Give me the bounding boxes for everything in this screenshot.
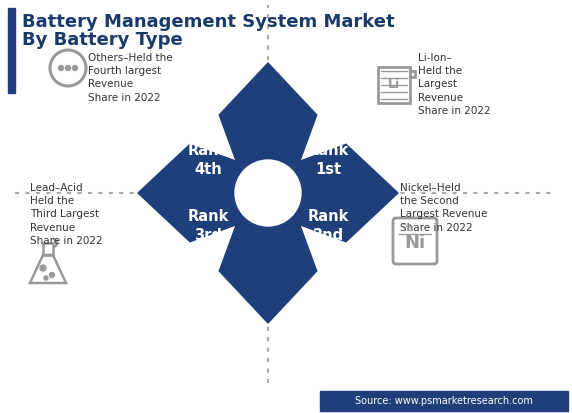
Text: Li: Li — [388, 78, 400, 92]
Circle shape — [58, 66, 63, 71]
Text: Rank
2nd: Rank 2nd — [307, 209, 349, 243]
Circle shape — [66, 66, 70, 71]
Text: Rank
3rd: Rank 3rd — [187, 209, 229, 243]
Text: Li-Ion–
Held the
Largest
Revenue
Share in 2022: Li-Ion– Held the Largest Revenue Share i… — [418, 53, 491, 116]
Circle shape — [235, 160, 301, 226]
Text: Battery Management System Market: Battery Management System Market — [22, 13, 395, 31]
Text: Lead–Acid
Held the
Third Largest
Revenue
Share in 2022: Lead–Acid Held the Third Largest Revenue… — [30, 183, 102, 246]
Circle shape — [50, 273, 54, 278]
Bar — [43, 243, 53, 255]
Circle shape — [44, 276, 48, 280]
Text: Others–Held the
Fourth largest
Revenue
Share in 2022: Others–Held the Fourth largest Revenue S… — [88, 53, 173, 102]
Text: Nickel–Held
the Second
Largest Revenue
Share in 2022: Nickel–Held the Second Largest Revenue S… — [400, 183, 487, 233]
Polygon shape — [138, 63, 398, 323]
Bar — [8, 8, 15, 93]
Text: Ni: Ni — [404, 234, 426, 252]
Text: By Battery Type: By Battery Type — [22, 31, 182, 49]
Text: Rank
4th: Rank 4th — [187, 143, 229, 177]
Text: 28: 28 — [401, 224, 412, 233]
Text: Rank
1st: Rank 1st — [307, 143, 349, 177]
Bar — [320, 391, 568, 411]
Bar — [378, 67, 410, 103]
Circle shape — [73, 66, 77, 71]
Circle shape — [40, 265, 46, 271]
Bar — [410, 71, 415, 77]
Text: Source: www.psmarketresearch.com: Source: www.psmarketresearch.com — [355, 396, 533, 406]
